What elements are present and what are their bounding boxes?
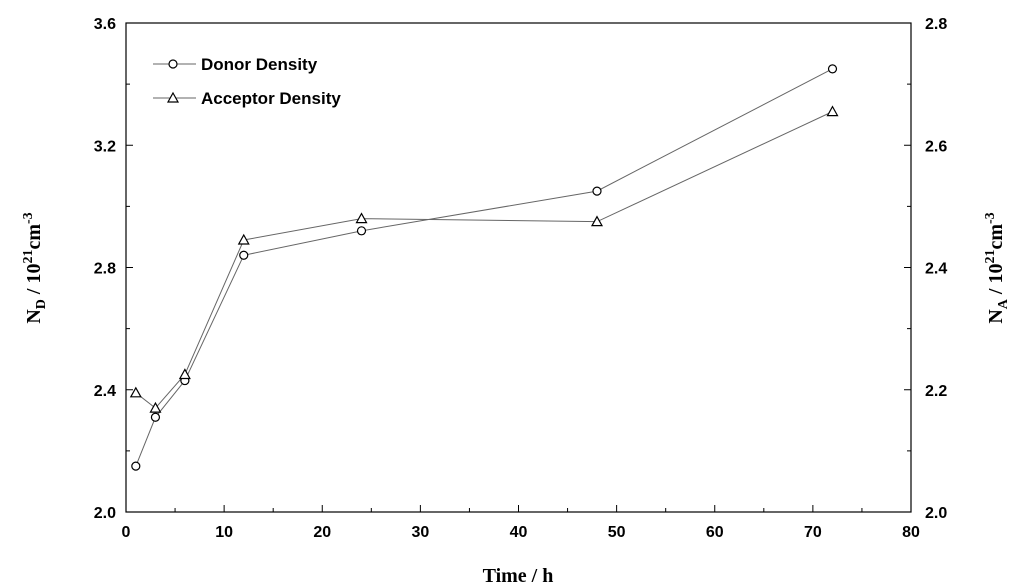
x-tick-label: 70	[804, 524, 822, 541]
y-left-axis-title: ND / 1021cm-3	[21, 212, 49, 323]
acceptor-point	[355, 212, 368, 224]
y-left-tick-label: 2.0	[94, 505, 116, 522]
y-right-label-unit-sup: -3	[983, 212, 998, 224]
legend-donor-label: Donor Density	[201, 55, 318, 74]
data-markers	[129, 64, 839, 471]
legend-acceptor-label: Acceptor Density	[201, 89, 341, 108]
y-right-tick-label: 2.8	[925, 16, 947, 33]
x-axis-title: Time / h	[483, 565, 554, 586]
axes	[125, 22, 912, 513]
y-left-label-unit: cm	[23, 224, 45, 250]
donor-point	[592, 186, 602, 196]
donor-point	[131, 461, 141, 471]
series-line-acceptor	[135, 111, 833, 409]
acceptor-point	[826, 105, 839, 117]
series-line-donor	[135, 68, 833, 467]
x-tick-label: 80	[902, 524, 920, 541]
y-left-tick-label: 3.2	[94, 138, 116, 155]
y-right-label-mid: / 10	[985, 264, 1007, 300]
x-tick-label: 30	[411, 524, 429, 541]
x-tick-label: 40	[510, 524, 528, 541]
legend-acceptor-marker	[166, 91, 180, 103]
y-right-label-sup: 21	[983, 250, 998, 264]
donor-point	[356, 226, 367, 236]
y-right-axis-title: NA / 1021cm-3	[983, 212, 1011, 323]
y-right-label-main: N	[985, 309, 1007, 324]
x-tick-label: 0	[122, 524, 131, 541]
series-lines	[135, 68, 833, 467]
acceptor-point	[129, 386, 142, 398]
acceptor-point	[178, 368, 191, 380]
y-right-label-sub: A	[996, 298, 1011, 309]
legend-donor-marker	[168, 59, 178, 69]
y-left-label-unit-sup: -3	[21, 212, 36, 224]
x-tick-label: 20	[313, 524, 331, 541]
x-tick-label: 10	[215, 524, 233, 541]
y-left-tick-label: 2.4	[94, 383, 116, 400]
tick-labels: 0 10 20 30 40 50 60 70 80 2.0 2.4 2.8 3.2 3.6 2.0 2.2 2.…	[94, 16, 948, 541]
acceptor-point	[237, 233, 250, 245]
y-right-tick-label: 2.4	[925, 261, 947, 278]
acceptor-point	[149, 401, 162, 413]
y-left-label-mid: / 10	[23, 264, 45, 300]
donor-point	[827, 64, 838, 74]
y-right-tick-label: 2.2	[925, 383, 947, 400]
x-tick-label: 60	[706, 524, 724, 541]
y-right-tick-label: 2.6	[925, 138, 947, 155]
y-right-tick-label: 2.0	[925, 505, 947, 522]
y-left-tick-label: 3.6	[94, 16, 116, 33]
legend: Donor Density Acceptor Density	[153, 55, 341, 108]
y-left-label-sup: 21	[21, 250, 36, 264]
x-tick-label: 50	[608, 524, 626, 541]
y-left-label-sub: D	[34, 299, 49, 309]
y-right-label-unit: cm	[985, 224, 1007, 250]
donor-point	[150, 412, 161, 422]
y-left-tick-label: 2.8	[94, 261, 116, 278]
y-left-label-main: N	[23, 309, 45, 324]
donor-point	[239, 250, 249, 260]
acceptor-point	[590, 215, 604, 227]
